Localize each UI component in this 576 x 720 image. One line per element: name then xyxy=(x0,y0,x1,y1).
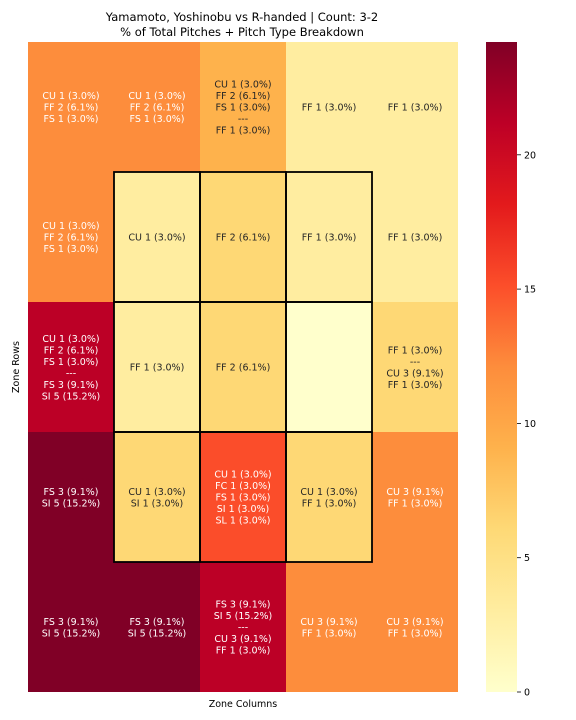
heatmap-cells xyxy=(28,42,458,692)
cell-label: FS 3 (9.1%) SI 5 (15.2%) ---CU 3 (9.1%) FF … xyxy=(214,600,273,657)
x-axis-label: Zone Columns xyxy=(209,699,278,710)
cell-label: CU 3 (9.1%) FF 1 (3.0%) xyxy=(300,617,357,640)
heatmap-cell-labels: CU 1 (3.0%) FF 2 (6.1%) FS 1 (3.0%) CU 1 (3… xyxy=(42,80,444,657)
heatmap-cell xyxy=(372,302,458,432)
heatmap-cell xyxy=(286,42,372,172)
strike-zone-box xyxy=(113,171,373,563)
cell-label: CU 1 (3.0%) SI 1 (3.0%) xyxy=(128,487,185,510)
cell-label: FF 1 (3.0%) ---CU 3 (9.1%) FF 1 (3.0%) xyxy=(386,345,443,391)
heatmap-cell xyxy=(28,42,114,172)
cell-label: CU 1 (3.0%) FF 2 (6.1%) FS 1 (3.0%) xyxy=(42,91,99,125)
cell-label: CU 3 (9.1%) FF 1 (3.0%) xyxy=(386,617,443,640)
cell-label: FF 1 (3.0%) xyxy=(130,363,185,374)
heatmap-cell xyxy=(114,42,200,172)
heatmap-cell xyxy=(28,172,114,302)
cell-label: CU 1 (3.0%) FF 2 (6.1%) FS 1 (3.0%) ---FF 1… xyxy=(214,80,271,137)
heatmap-cell xyxy=(114,172,200,302)
colorbar-tick-label: 5 xyxy=(524,553,530,564)
cell-label: FF 1 (3.0%) xyxy=(388,233,443,244)
colorbar-tick-label: 20 xyxy=(524,150,536,161)
heatmap-cell xyxy=(200,302,286,432)
cell-label: CU 1 (3.0%) FF 2 (6.1%) FS 1 (3.0%) xyxy=(128,91,185,125)
chart-title: Yamamoto, Yoshinobu vs R-handed | Count:… xyxy=(105,10,379,24)
colorbar xyxy=(486,42,517,692)
cell-label: CU 1 (3.0%) FF 2 (6.1%) FS 1 (3.0%) xyxy=(42,221,99,255)
cell-label: CU 1 (3.0%) FF 2 (6.1%) FS 1 (3.0%) ---FS 3… xyxy=(42,334,101,403)
heatmap-cell xyxy=(114,562,200,692)
heatmap-cell xyxy=(372,562,458,692)
heatmap-cell xyxy=(286,562,372,692)
heatmap-cell xyxy=(28,432,114,562)
heatmap-cell xyxy=(114,302,200,432)
cell-label: FS 3 (9.1%) SI 5 (15.2%) xyxy=(42,617,101,640)
cell-label: FS 3 (9.1%) SI 5 (15.2%) xyxy=(42,487,101,510)
heatmap-cell xyxy=(372,42,458,172)
cell-label: FS 3 (9.1%) SI 5 (15.2%) xyxy=(128,617,187,640)
cell-label: FF 1 (3.0%) xyxy=(302,233,357,244)
heatmap-cell xyxy=(200,432,286,562)
cell-label: CU 1 (3.0%) FC 1 (3.0%) FS 1 (3.0%) SI 1 (3… xyxy=(214,470,271,527)
heatmap-cell xyxy=(200,562,286,692)
y-axis-label: Zone Rows xyxy=(11,341,22,393)
cell-label: FF 1 (3.0%) xyxy=(302,103,357,114)
heatmap-cell xyxy=(28,562,114,692)
cell-label: FF 1 (3.0%) xyxy=(388,103,443,114)
cell-label: FF 2 (6.1%) xyxy=(216,233,271,244)
cell-label: FF 2 (6.1%) xyxy=(216,363,271,374)
heatmap-cell xyxy=(114,432,200,562)
cell-label: CU 1 (3.0%) xyxy=(128,233,185,244)
cell-label: CU 1 (3.0%) FF 1 (3.0%) xyxy=(300,487,357,510)
cell-label: CU 3 (9.1%) FF 1 (3.0%) xyxy=(386,487,443,510)
heatmap-cell xyxy=(372,172,458,302)
chart-subtitle: % of Total Pitches + Pitch Type Breakdow… xyxy=(120,25,364,39)
heatmap-cell xyxy=(200,172,286,302)
colorbar-tick-label: 0 xyxy=(524,688,530,699)
colorbar-tick-label: 10 xyxy=(524,419,536,430)
heatmap-cell xyxy=(286,302,372,432)
heatmap-cell xyxy=(286,432,372,562)
heatmap-cell xyxy=(200,42,286,172)
heatmap-cell xyxy=(372,432,458,562)
strike-zone-cell-outline xyxy=(285,431,373,563)
colorbar-ticks: 0 5 10 15 20 xyxy=(517,150,536,699)
heatmap-cell xyxy=(28,302,114,432)
colorbar-tick-label: 15 xyxy=(524,285,536,296)
heatmap-cell xyxy=(286,172,372,302)
